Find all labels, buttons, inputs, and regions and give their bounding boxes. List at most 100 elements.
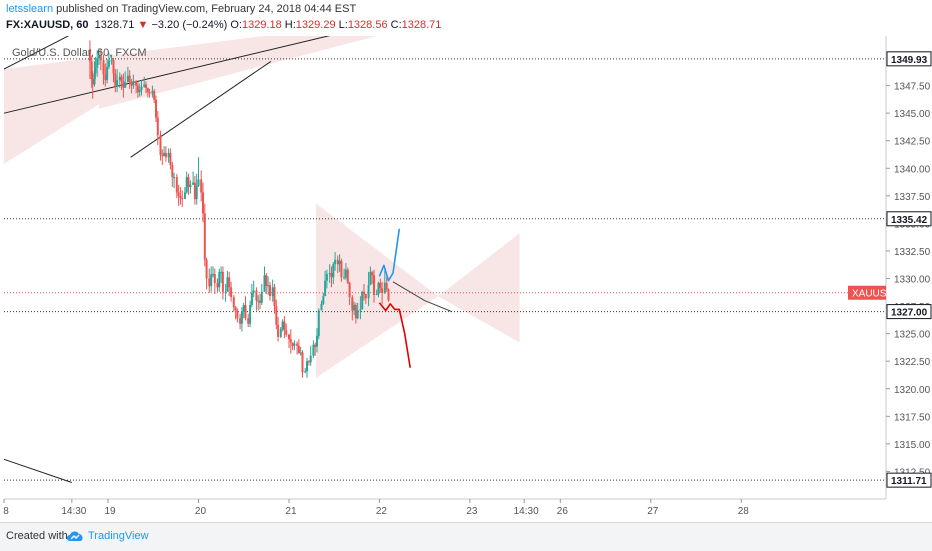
- candle-55: [197, 157, 200, 187]
- candle-140: [371, 270, 374, 284]
- candle-50: [187, 173, 190, 195]
- candle-95: [279, 327, 282, 339]
- candle-body: [385, 282, 388, 290]
- candle-body: [192, 182, 195, 185]
- old-channel-line: [3, 458, 72, 483]
- low-value: 1328.56: [347, 19, 388, 31]
- candle-body: [187, 177, 190, 187]
- candle-77: [242, 302, 245, 319]
- candle-body: [99, 55, 102, 61]
- candle-110: [309, 345, 312, 366]
- candle-body: [383, 282, 386, 293]
- candle-101: [291, 342, 294, 351]
- candle-body: [293, 343, 296, 346]
- candle-81: [250, 284, 253, 308]
- candle-40: [167, 148, 170, 163]
- price-tick-label: 1320.00: [894, 385, 931, 396]
- candle-145: [381, 281, 384, 304]
- candle-100: [289, 329, 292, 354]
- candle-body: [269, 285, 271, 297]
- candle-body: [322, 296, 325, 304]
- candle-59: [205, 257, 208, 290]
- candle-body: [218, 271, 221, 288]
- price-tick-label: 1322.50: [894, 357, 931, 368]
- candle-body: [239, 318, 242, 324]
- publish-info: letsslearn published on TradingView.com,…: [6, 3, 356, 15]
- candle-body: [179, 195, 182, 198]
- candle-body: [88, 49, 91, 62]
- candle-body: [197, 179, 200, 186]
- candle-body: [320, 303, 323, 311]
- created-with-label: Created with: [6, 530, 68, 542]
- candle-body: [208, 278, 211, 287]
- candle-body: [135, 81, 138, 86]
- candle-90: [269, 281, 271, 301]
- candle-39: [164, 146, 167, 162]
- candle-129: [348, 281, 351, 305]
- candle-body: [212, 274, 214, 276]
- candle-72: [232, 295, 235, 312]
- candle-18: [122, 73, 125, 98]
- candle-36: [159, 130, 162, 161]
- tradingview-cloud-icon: [67, 531, 83, 541]
- candle-body: [183, 192, 186, 200]
- footer: Created with TradingView: [0, 522, 932, 551]
- candle-body: [346, 269, 349, 283]
- candle-5: [96, 50, 99, 77]
- price-tick-label: 1342.50: [894, 137, 931, 148]
- candle-body: [299, 352, 302, 354]
- candle-body: [164, 152, 167, 158]
- candle-body: [161, 155, 164, 157]
- candle-111: [312, 340, 315, 358]
- tradingview-brand[interactable]: TradingView: [88, 530, 149, 542]
- candle-body: [228, 277, 231, 288]
- candle-body: [288, 334, 290, 340]
- candle-108: [306, 357, 308, 378]
- candle-body: [328, 273, 331, 275]
- candle-43: [173, 172, 176, 189]
- level-badge-label: 1311.71: [891, 476, 927, 487]
- candle-106: [301, 350, 304, 378]
- bearish-projection-path: [378, 302, 411, 368]
- channel-lower-line: [3, 36, 331, 114]
- candles: [88, 40, 390, 378]
- time-tick-label: 14:30: [61, 506, 86, 517]
- candle-body: [230, 287, 233, 298]
- price-chart[interactable]: 1312.501315.001317.501320.001322.501325.…: [0, 36, 932, 522]
- candle-44: [175, 173, 178, 199]
- candle-134: [359, 296, 362, 320]
- time-tick-label: 14:30: [514, 506, 539, 517]
- candle-37: [161, 149, 164, 165]
- candle-0: [88, 40, 91, 79]
- price-tick-label: 1340.00: [894, 164, 931, 175]
- candle-33: [153, 88, 156, 104]
- candle-94: [277, 317, 280, 342]
- candle-body: [236, 310, 239, 319]
- candle-115: [320, 300, 323, 311]
- candle-7: [99, 49, 102, 71]
- candle-body: [260, 291, 263, 303]
- candle-body: [255, 290, 258, 301]
- time-tick-label: 27: [647, 506, 659, 517]
- candle-body: [338, 260, 341, 265]
- candle-57: [202, 182, 204, 223]
- candle-17: [120, 74, 123, 90]
- candle-54: [195, 173, 198, 205]
- candle-body: [118, 76, 121, 81]
- candle-19: [124, 71, 127, 88]
- candle-14: [114, 69, 117, 93]
- price-tick-label: 1317.50: [894, 412, 931, 423]
- author-link[interactable]: letsslearn: [6, 3, 54, 15]
- candle-138: [367, 271, 370, 307]
- candle-body: [130, 82, 133, 86]
- candle-136: [363, 284, 365, 301]
- level-badge-1: [886, 211, 932, 227]
- level-badge-0: [886, 51, 932, 67]
- candle-body: [221, 271, 224, 292]
- candle-body: [116, 80, 119, 87]
- candle-body: [177, 192, 180, 196]
- candle-body: [312, 344, 315, 356]
- candle-body: [379, 282, 382, 289]
- candle-64: [216, 278, 219, 292]
- candle-body: [120, 76, 123, 82]
